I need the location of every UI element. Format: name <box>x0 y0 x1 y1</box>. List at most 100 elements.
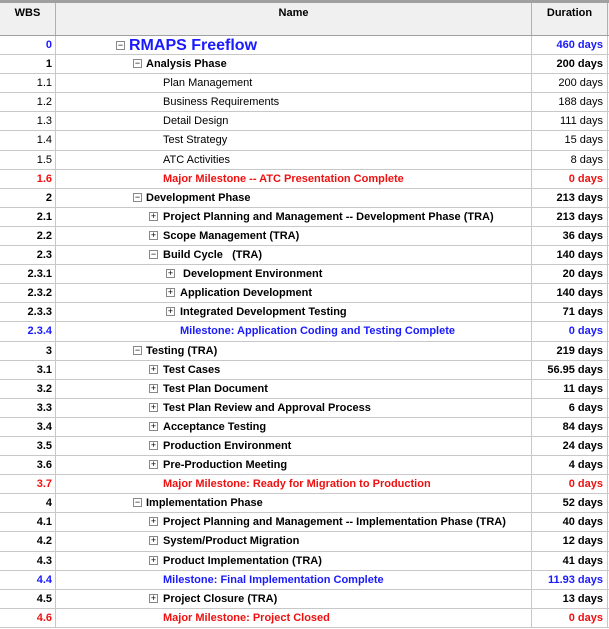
table-row[interactable]: 2.3.2 + Application Development 140 days <box>0 284 609 304</box>
expand-icon[interactable]: + <box>149 554 158 565</box>
expand-icon[interactable]: + <box>149 420 158 431</box>
expand-icon[interactable]: + <box>149 210 158 221</box>
table-row[interactable]: 2.1 + Project Planning and Management --… <box>0 207 609 227</box>
column-header-duration[interactable]: Duration <box>532 3 608 35</box>
table-row[interactable]: 1.5 ATC Activities 8 days <box>0 150 609 170</box>
table-row[interactable]: 1 − Analysis Phase 200 days <box>0 55 609 75</box>
table-row[interactable]: 3.6 + Pre-Production Meeting 4 days <box>0 456 609 476</box>
collapse-icon[interactable]: − <box>133 191 142 202</box>
name-cell[interactable]: + Project Planning and Management -- Dev… <box>56 207 532 226</box>
name-cell[interactable]: + Project Closure (TRA) <box>56 589 532 608</box>
expand-icon[interactable]: + <box>149 382 158 393</box>
table-row[interactable]: 3.2 + Test Plan Document 11 days <box>0 379 609 399</box>
table-row[interactable]: 4.6 Major Milestone: Project Closed 0 da… <box>0 608 609 628</box>
column-header-name[interactable]: Name <box>56 3 532 35</box>
name-cell[interactable]: Test Strategy <box>56 131 532 150</box>
table-row[interactable]: 1.6 Major Milestone -- ATC Presentation … <box>0 169 609 189</box>
task-name: Production Environment <box>163 439 292 452</box>
name-cell[interactable]: + Acceptance Testing <box>56 417 532 436</box>
duration-cell: 219 days <box>532 341 608 360</box>
name-cell[interactable]: Milestone: Application Coding and Testin… <box>56 322 532 341</box>
table-row[interactable]: 4.3 + Product Implementation (TRA) 41 da… <box>0 551 609 571</box>
name-cell[interactable]: − Development Phase <box>56 188 532 207</box>
name-cell[interactable]: Business Requirements <box>56 93 532 112</box>
table-row[interactable]: 2.3 − Build Cycle (TRA) 140 days <box>0 246 609 266</box>
name-cell[interactable]: ATC Activities <box>56 150 532 169</box>
task-name: Application Development <box>180 287 313 300</box>
duration-cell: 0 days <box>532 475 608 494</box>
table-row[interactable]: 2 − Development Phase 213 days <box>0 188 609 208</box>
expand-icon[interactable]: + <box>149 363 158 374</box>
collapse-icon[interactable]: − <box>133 497 142 508</box>
table-row[interactable]: 3.5 + Production Environment 24 days <box>0 436 609 457</box>
name-cell[interactable]: + Project Planning and Management -- Imp… <box>56 513 532 532</box>
name-cell[interactable]: − Analysis Phase <box>56 55 532 74</box>
name-cell[interactable]: + Product Implementation (TRA) <box>56 551 532 570</box>
expand-icon[interactable]: + <box>149 516 158 527</box>
task-name: Development Environment <box>180 268 323 281</box>
table-row[interactable]: 2.3.1 + Development Environment 20 days <box>0 265 609 285</box>
table-row[interactable]: 4.5 + Project Closure (TRA) 13 days <box>0 589 609 609</box>
name-cell[interactable]: − Testing (TRA) <box>56 341 532 360</box>
table-row[interactable]: 2.2 + Scope Management (TRA) 36 days <box>0 226 609 247</box>
table-row[interactable]: 3.7 Major Milestone: Ready for Migration… <box>0 475 609 495</box>
collapse-icon[interactable]: − <box>133 58 142 69</box>
table-row[interactable]: 4.4 Milestone: Final Implementation Comp… <box>0 570 609 590</box>
table-row[interactable]: 4.1 + Project Planning and Management --… <box>0 513 609 533</box>
table-row[interactable]: 4 − Implementation Phase 52 days <box>0 494 609 514</box>
expand-icon[interactable]: + <box>149 592 158 603</box>
name-cell[interactable]: + Integrated Development Testing <box>56 303 532 322</box>
table-row[interactable]: 3 − Testing (TRA) 219 days <box>0 341 609 361</box>
duration-cell: 71 days <box>532 303 608 322</box>
task-name: Project Planning and Management -- Devel… <box>163 210 494 223</box>
name-cell[interactable]: − Build Cycle (TRA) <box>56 246 532 265</box>
task-name: Development Phase <box>146 191 251 204</box>
collapse-icon[interactable]: − <box>116 40 125 50</box>
name-cell[interactable]: + Test Plan Review and Approval Process <box>56 398 532 417</box>
table-row[interactable]: 2.3.4 Milestone: Application Coding and … <box>0 322 609 342</box>
name-cell[interactable]: + Pre-Production Meeting <box>56 456 532 475</box>
table-row[interactable]: 3.3 + Test Plan Review and Approval Proc… <box>0 398 609 418</box>
duration-cell: 13 days <box>532 589 608 608</box>
duration-cell: 40 days <box>532 513 608 532</box>
collapse-icon[interactable]: − <box>149 249 158 260</box>
name-cell[interactable]: + Development Environment <box>56 265 532 284</box>
task-name: Major Milestone -- ATC Presentation Comp… <box>163 172 404 185</box>
expand-icon[interactable]: + <box>149 439 158 450</box>
expand-icon[interactable]: + <box>149 459 158 470</box>
expand-icon[interactable]: + <box>149 229 158 240</box>
name-cell[interactable]: Detail Design <box>56 112 532 131</box>
column-header-wbs[interactable]: WBS <box>0 3 56 35</box>
table-row[interactable]: 0 − RMAPS Freeflow 460 days <box>0 36 609 56</box>
name-cell[interactable]: Plan Management <box>56 74 532 93</box>
table-row[interactable]: 3.1 + Test Cases 56.95 days <box>0 360 609 380</box>
name-cell[interactable]: + Application Development <box>56 284 532 303</box>
expand-icon[interactable]: + <box>166 287 175 298</box>
name-cell[interactable]: Major Milestone -- ATC Presentation Comp… <box>56 169 532 188</box>
expand-icon[interactable]: + <box>149 535 158 546</box>
task-name: Product Implementation (TRA) <box>163 554 322 567</box>
name-cell[interactable]: Major Milestone: Project Closed <box>56 608 532 627</box>
table-row[interactable]: 4.2 + System/Product Migration 12 days <box>0 532 609 552</box>
duration-cell: 140 days <box>532 246 608 265</box>
name-cell[interactable]: Major Milestone: Ready for Migration to … <box>56 475 532 494</box>
name-cell[interactable]: + Test Cases <box>56 360 532 379</box>
task-name: Project Planning and Management -- Imple… <box>163 516 506 529</box>
table-row[interactable]: 1.4 Test Strategy 15 days <box>0 131 609 151</box>
table-row[interactable]: 3.4 + Acceptance Testing 84 days <box>0 417 609 437</box>
name-cell[interactable]: + Production Environment <box>56 436 532 456</box>
name-cell[interactable]: − RMAPS Freeflow <box>56 36 532 55</box>
table-row[interactable]: 2.3.3 + Integrated Development Testing 7… <box>0 303 609 323</box>
table-row[interactable]: 1.2 Business Requirements 188 days <box>0 93 609 113</box>
table-row[interactable]: 1.3 Detail Design 111 days <box>0 112 609 132</box>
collapse-icon[interactable]: − <box>133 344 142 355</box>
table-row[interactable]: 1.1 Plan Management 200 days <box>0 74 609 94</box>
name-cell[interactable]: − Implementation Phase <box>56 494 532 513</box>
expand-icon[interactable]: + <box>166 306 175 317</box>
expand-icon[interactable]: + <box>149 401 158 412</box>
name-cell[interactable]: Milestone: Final Implementation Complete <box>56 570 532 589</box>
name-cell[interactable]: + Scope Management (TRA) <box>56 226 532 246</box>
expand-icon[interactable]: + <box>166 268 175 279</box>
name-cell[interactable]: + Test Plan Document <box>56 379 532 398</box>
name-cell[interactable]: + System/Product Migration <box>56 532 532 551</box>
